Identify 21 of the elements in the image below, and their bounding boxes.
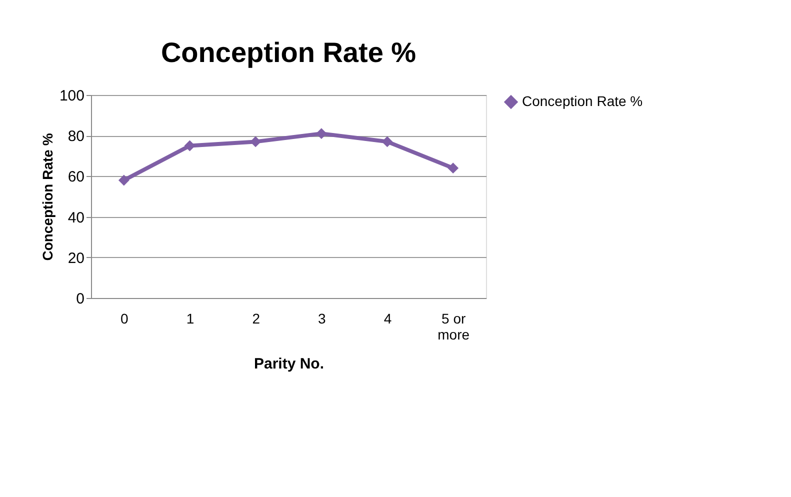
y-tick-label: 40 — [68, 209, 84, 226]
point — [448, 162, 459, 174]
x-tick-label: 3 — [318, 310, 326, 326]
x-tick-label: 4 — [384, 310, 392, 326]
y-axis-title: Conception Rate % — [39, 132, 56, 261]
x-tick-label: 2 — [252, 310, 260, 326]
y-tick-label: 100 — [59, 88, 84, 104]
y-tick-label: 80 — [68, 128, 84, 146]
point — [316, 128, 327, 140]
point — [250, 136, 262, 148]
x-tick-label: 5 or more — [438, 310, 470, 342]
chart-title: Conception Rate % — [160, 37, 416, 68]
y-tick-label: 0 — [76, 290, 84, 308]
point — [118, 174, 130, 186]
point — [382, 136, 393, 148]
x-axis-title: Parity No. — [254, 356, 324, 372]
legend-label: Conception Rate % — [522, 93, 643, 109]
x-tick-label: 1 — [186, 310, 194, 326]
y-tick-label: 20 — [68, 250, 84, 267]
x-tick-label: 0 — [120, 310, 129, 326]
y-tick-label: 60 — [68, 168, 84, 186]
